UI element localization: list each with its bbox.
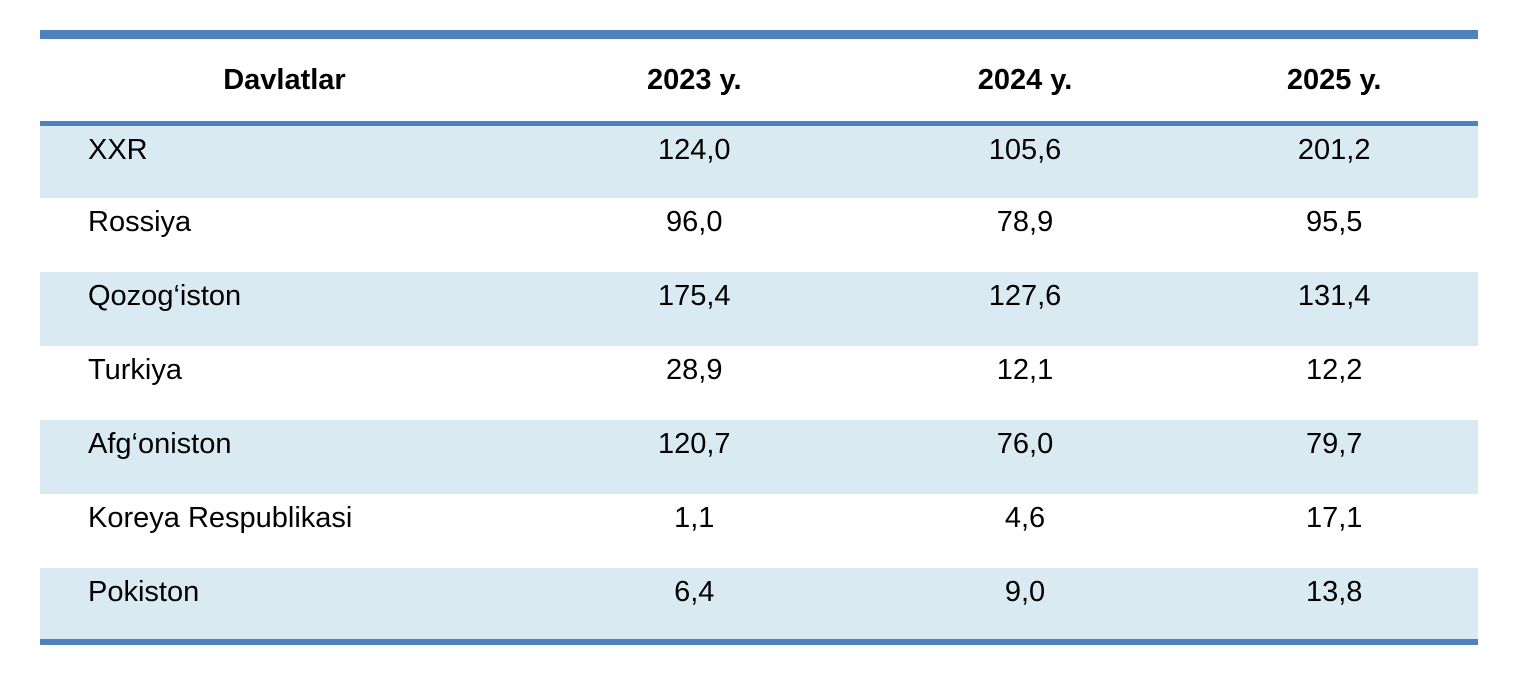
value-cell: 78,9 [996,205,1054,238]
table-row: XXR 124,0 105,6 201,2 [40,123,1478,198]
table-row: Rossiya 96,0 78,9 95,5 [40,197,1478,272]
value-cell: 175,4 [657,279,731,312]
value-cell: 6,4 [674,575,715,608]
value-cell: 1,1 [674,501,715,534]
table-row: Turkiya 28,9 12,1 12,2 [40,345,1478,420]
value-cell: 124,0 [657,134,731,166]
country-cell: Afg‘oniston [88,427,232,460]
table-body: XXR 124,0 105,6 201,2 Rossiya 96,0 78,9 95,5 Qoz… [40,123,1478,642]
country-cell: Rossiya [88,205,192,238]
column-header-2024: 2024 y. [859,34,1191,126]
value-cell: 96,0 [666,205,723,238]
value-cell: 76,0 [996,427,1054,460]
value-cell: 201,2 [1297,134,1371,166]
value-cell: 28,9 [666,353,723,386]
table-row: Koreya Respublikasi 1,1 4,6 17,1 [40,493,1478,568]
header-row: Davlatlar 2023 y. 2024 y. 2025 y. [40,34,1478,126]
column-header-davlatlar: Davlatlar [40,34,529,126]
value-cell: 120,7 [657,427,731,460]
value-cell: 12,2 [1305,353,1363,386]
country-cell: Qozog‘iston [88,279,242,312]
column-header-2023: 2023 y. [528,34,860,126]
value-cell: 95,5 [1305,205,1363,238]
value-cell: 79,7 [1305,427,1363,460]
country-cell: Pokiston [88,575,200,608]
value-cell: 17,1 [1305,501,1363,534]
table-row: Afg‘oniston 120,7 76,0 79,7 [40,419,1478,494]
value-cell: 127,6 [988,279,1062,312]
table-row: Pokiston 6,4 9,0 13,8 [40,567,1478,642]
countries-table: Davlatlar 2023 y. 2024 y. 2025 y. XXR 124… [40,30,1478,645]
country-cell: XXR [88,134,148,166]
column-header-2025: 2025 y. [1190,34,1478,126]
value-cell: 105,6 [988,134,1062,166]
table-row: Qozog‘iston 175,4 127,6 131,4 [40,271,1478,346]
country-cell: Turkiya [88,353,182,386]
value-cell: 131,4 [1297,279,1371,312]
value-cell: 13,8 [1305,575,1363,608]
value-cell: 4,6 [1004,501,1046,534]
value-cell: 12,1 [996,353,1054,386]
country-cell: Koreya Respublikasi [88,501,353,534]
document-page: Davlatlar 2023 y. 2024 y. 2025 y. XXR 124… [40,30,1478,645]
value-cell: 9,0 [1004,575,1046,608]
